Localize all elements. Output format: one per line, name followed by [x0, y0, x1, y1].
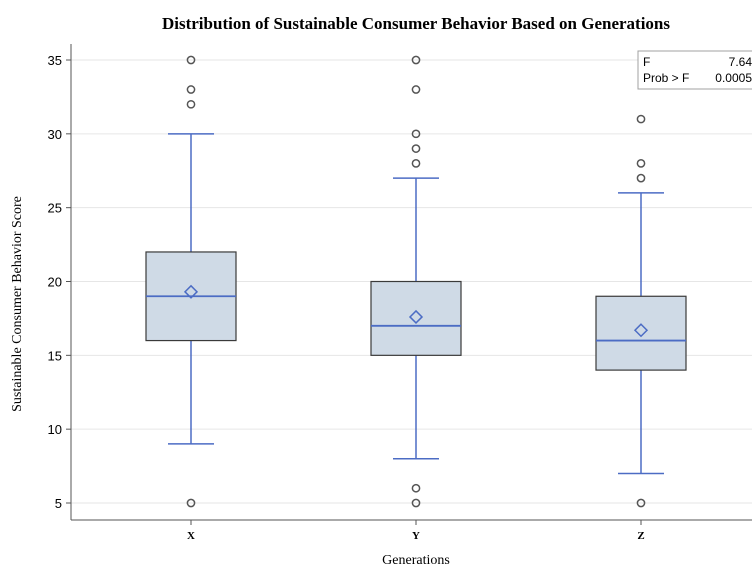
box-X: [145, 55, 237, 508]
box-Z: [595, 114, 687, 508]
outlier-point: [186, 498, 196, 508]
y-tick-label: 5: [55, 496, 62, 511]
outlier-point: [186, 55, 196, 65]
outlier-point: [411, 55, 421, 65]
y-tick-label: 35: [48, 53, 62, 68]
outlier-point: [411, 85, 421, 94]
outlier-point: [411, 159, 421, 168]
y-ticks: 5 10 15 20 25 30 35: [48, 53, 71, 511]
stats-inset-border: [637, 50, 752, 90]
iqr-box: [370, 280, 462, 356]
mean-marker: [633, 323, 649, 338]
y-tick-label: 20: [48, 275, 62, 290]
p-label: Prob > F: [643, 71, 689, 85]
boxes: [145, 55, 687, 508]
outlier-point: [411, 144, 421, 153]
outlier-point: [636, 173, 646, 183]
y-tick-label: 25: [48, 201, 62, 216]
x-tick-label: Z: [637, 530, 644, 542]
p-value: 0.0005: [715, 71, 752, 85]
iqr-box: [595, 295, 687, 371]
stats-inset: F 7.64 Prob > F 0.0005: [637, 50, 752, 90]
chart-title: Distribution of Sustainable Consumer Beh…: [162, 14, 670, 33]
mean-marker: [183, 284, 199, 299]
mean-marker: [408, 309, 424, 325]
x-tick-label: X: [187, 530, 195, 542]
y-tick-label: 15: [48, 348, 62, 363]
y-axis-title: Sustainable Consumer Behavior Score: [10, 196, 25, 412]
f-value: 7.64: [729, 55, 752, 69]
box-Y: [370, 55, 462, 508]
outlier-point: [636, 159, 646, 168]
x-tick-label: Y: [412, 530, 420, 542]
outlier-point: [186, 85, 196, 94]
y-tick-label: 10: [48, 422, 62, 437]
y-tick-label: 30: [48, 127, 62, 142]
outlier-point: [636, 498, 646, 508]
f-label: F: [643, 55, 650, 69]
outlier-point: [411, 129, 421, 139]
x-ticks: X Y Z: [187, 520, 645, 542]
x-axis-title: Generations: [382, 553, 450, 568]
outlier-point: [411, 498, 421, 508]
outlier-point: [636, 114, 646, 124]
outlier-point: [411, 483, 421, 493]
outlier-point: [186, 99, 196, 109]
